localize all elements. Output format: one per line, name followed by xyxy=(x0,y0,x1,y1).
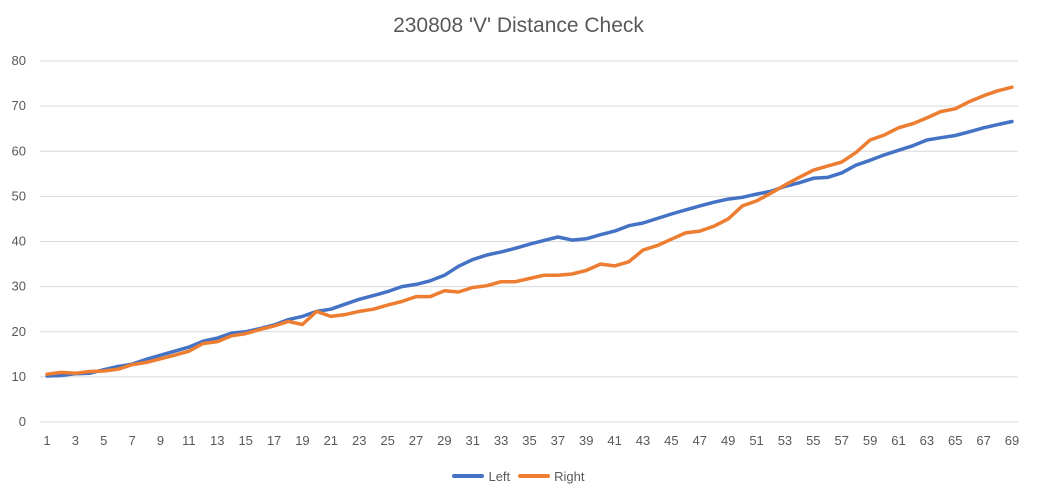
x-tick-label: 27 xyxy=(409,433,423,448)
x-tick-label: 23 xyxy=(352,433,366,448)
x-tick-label: 11 xyxy=(182,433,196,448)
y-tick-label: 0 xyxy=(19,414,26,429)
y-tick-label: 50 xyxy=(12,188,26,203)
x-tick-label: 63 xyxy=(920,433,934,448)
x-tick-label: 33 xyxy=(494,433,508,448)
x-tick-label: 55 xyxy=(806,433,820,448)
x-tick-label: 49 xyxy=(721,433,735,448)
series-lines xyxy=(45,85,1014,378)
x-tick-label: 37 xyxy=(551,433,565,448)
y-tick-label: 40 xyxy=(12,234,26,249)
x-tick-label: 67 xyxy=(976,433,990,448)
legend-label: Left xyxy=(488,468,511,484)
x-axis-labels: 1 3 5 7 9 11 13 15 17 19 21 23 25 27 29 31 33 35 37 39 41 43 4… xyxy=(43,433,1019,448)
y-axis-labels: 0 10 20 30 40 50 60 70 80 xyxy=(12,53,26,429)
gridlines xyxy=(40,60,1018,423)
y-tick-label: 20 xyxy=(12,324,26,339)
x-tick-label: 57 xyxy=(834,433,848,448)
legend-item-left: Left xyxy=(452,469,510,484)
x-tick-label: 43 xyxy=(636,433,650,448)
y-tick-label: 80 xyxy=(12,53,26,68)
x-tick-label: 45 xyxy=(664,433,678,448)
x-tick-label: 15 xyxy=(238,433,252,448)
x-tick-label: 25 xyxy=(380,433,394,448)
x-tick-label: 3 xyxy=(72,433,79,448)
x-tick-label: 65 xyxy=(948,433,962,448)
legend-swatch xyxy=(452,474,485,478)
series-line-left xyxy=(45,119,1014,378)
x-tick-label: 53 xyxy=(778,433,792,448)
y-tick-label: 30 xyxy=(12,279,26,294)
x-tick-label: 9 xyxy=(157,433,164,448)
x-tick-label: 29 xyxy=(437,433,451,448)
x-tick-label: 69 xyxy=(1005,433,1019,448)
y-tick-label: 10 xyxy=(12,369,26,384)
x-tick-label: 1 xyxy=(43,433,50,448)
series-line-right xyxy=(45,85,1014,376)
legend: Left Right xyxy=(0,466,1037,484)
x-tick-label: 5 xyxy=(100,433,107,448)
x-tick-label: 21 xyxy=(324,433,338,448)
x-tick-label: 61 xyxy=(891,433,905,448)
x-tick-label: 39 xyxy=(579,433,593,448)
x-tick-label: 19 xyxy=(295,433,309,448)
x-tick-label: 17 xyxy=(267,433,281,448)
x-tick-label: 31 xyxy=(466,433,480,448)
x-tick-label: 41 xyxy=(607,433,621,448)
x-tick-label: 59 xyxy=(863,433,877,448)
x-tick-label: 13 xyxy=(210,433,224,448)
y-tick-label: 60 xyxy=(12,143,26,158)
legend-item-right: Right xyxy=(518,468,585,484)
legend-swatch xyxy=(518,474,551,478)
y-tick-label: 70 xyxy=(12,98,26,113)
x-tick-label: 47 xyxy=(693,433,707,448)
legend-label: Right xyxy=(554,468,585,484)
x-tick-label: 7 xyxy=(129,433,136,448)
chart-title: 230808 'V' Distance Check xyxy=(393,14,644,37)
x-tick-label: 51 xyxy=(749,433,763,448)
x-tick-label: 35 xyxy=(522,433,536,448)
